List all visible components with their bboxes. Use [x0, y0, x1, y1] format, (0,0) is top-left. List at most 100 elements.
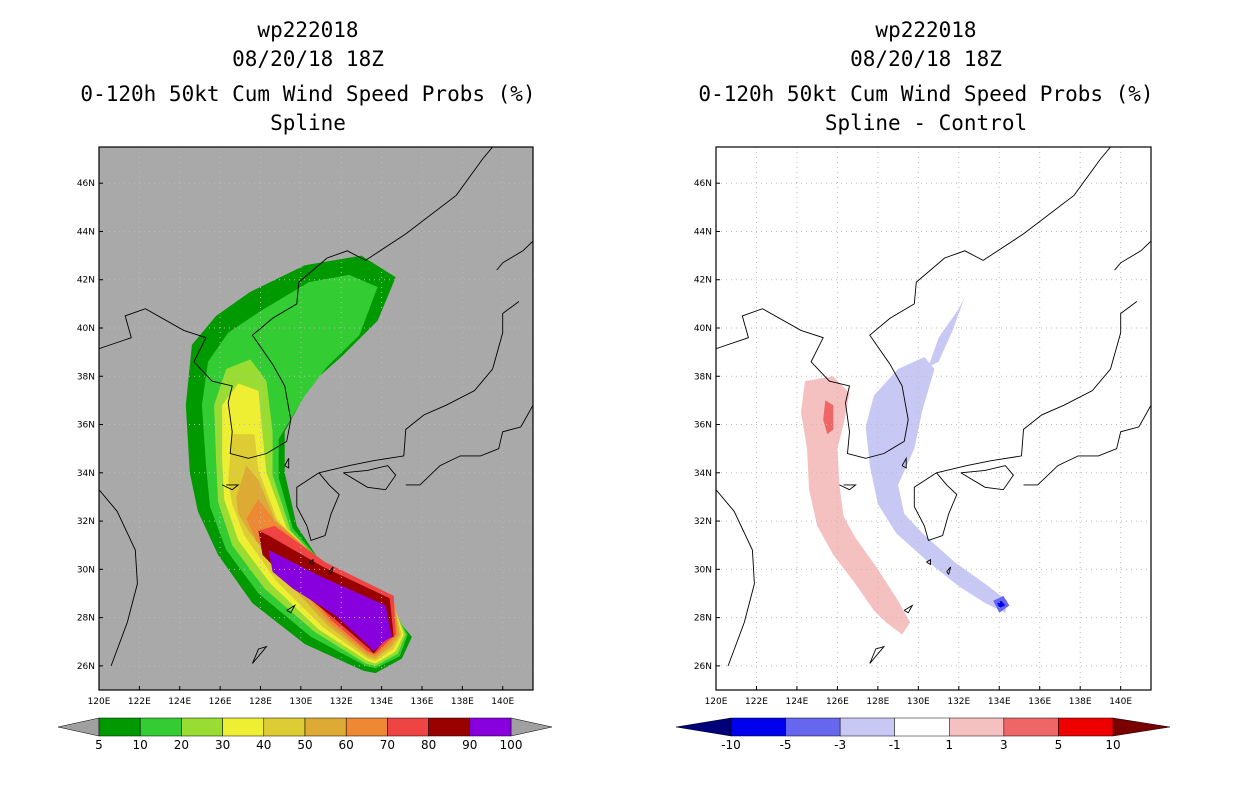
coastline [318, 301, 520, 474]
right-title: wp222018 08/20/18 18Z 0-120h 50kt Cum Wi… [646, 16, 1206, 138]
colorbar-label: -5 [780, 738, 792, 752]
coastline [901, 456, 907, 469]
left-date: 08/20/18 18Z [232, 47, 384, 71]
left-title: wp222018 08/20/18 18Z 0-120h 50kt Cum Wi… [28, 16, 588, 138]
colorbar-under-arrow [675, 717, 732, 737]
colorbar-label: 1 [945, 738, 953, 752]
y-tick-label: 46N [694, 179, 712, 189]
map-frame [715, 146, 1152, 691]
right-storm-id: wp222018 [875, 18, 977, 42]
colorbar-label: 100 [500, 738, 523, 752]
colorbar-swatch [894, 717, 950, 737]
left-subtitle: Spline [270, 111, 346, 135]
colorbar-swatch [98, 717, 141, 737]
coastline [251, 645, 268, 664]
colorbar-over-arrow [1112, 717, 1171, 737]
x-tick-label: 138E [451, 697, 474, 707]
colorbar-label: 3 [1000, 738, 1008, 752]
x-tick-label: 136E [1028, 697, 1051, 707]
x-tick-label: 130E [907, 697, 930, 707]
colorbar-swatch [1058, 717, 1114, 737]
y-tick-label: 44N [694, 227, 712, 237]
colorbar-swatch [1003, 717, 1059, 737]
y-tick-label: 28N [77, 614, 95, 624]
x-tick-label: 134E [988, 697, 1011, 707]
colorbar-label: 5 [95, 738, 103, 752]
y-tick-label: 30N [694, 565, 712, 575]
colorbar-label: 5 [1055, 738, 1063, 752]
y-tick-label: 36N [694, 421, 712, 431]
x-tick-label: 120E [705, 697, 728, 707]
colorbar-label: 70 [380, 738, 395, 752]
x-tick-label: 140E [1109, 697, 1132, 707]
colorbar-swatch [387, 717, 429, 737]
prob-band-neg1 [928, 296, 965, 367]
left-colorbar: 5 10 20 30 40 50 60 70 80 90 100 [57, 717, 553, 752]
y-tick-label: 26N [694, 662, 712, 672]
coastline [716, 147, 1112, 459]
y-tick-label: 34N [694, 469, 712, 479]
colorbar-swatch [345, 717, 388, 737]
x-tick-label: 122E [745, 697, 768, 707]
colorbar-label: 30 [215, 738, 230, 752]
prob-band-3 [823, 400, 834, 435]
coastline [328, 566, 334, 576]
map-background [716, 147, 1151, 690]
coastline [221, 484, 240, 491]
y-tick-label: 40N [77, 324, 95, 334]
coastline [869, 645, 886, 664]
colorbar-swatch [839, 717, 895, 737]
right-subtitle: Spline - Control [824, 111, 1028, 135]
y-tick-label: 40N [694, 324, 712, 334]
colorbar-label: -1 [889, 738, 901, 752]
coastline [936, 301, 1138, 474]
y-tick-label: 38N [77, 372, 95, 382]
colorbar-label: 80 [421, 738, 436, 752]
x-tick-label: 134E [370, 697, 393, 707]
coastline [496, 240, 533, 271]
coastline [926, 558, 931, 566]
coastline [286, 604, 296, 614]
right-date: 08/20/18 18Z [850, 47, 1002, 71]
coastline [946, 566, 952, 576]
colorbar-swatch [304, 717, 347, 737]
y-tick-label: 42N [694, 276, 712, 286]
colorbar-swatch [785, 717, 841, 737]
x-tick-label: 128E [866, 697, 889, 707]
left-product: 0-120h 50kt Cum Wind Speed Probs (%) [80, 82, 536, 106]
coastline [405, 404, 533, 486]
y-tick-label: 34N [77, 469, 95, 479]
y-tick-label: 32N [77, 517, 95, 527]
coastline [960, 465, 1014, 491]
coastline [284, 458, 290, 469]
colorbar-under-arrow [57, 717, 100, 737]
coastline [99, 147, 494, 459]
y-tick-label: 44N [77, 227, 95, 237]
y-tick-label: 26N [77, 662, 95, 672]
coastline [1023, 404, 1151, 486]
colorbar-label: 50 [297, 738, 312, 752]
colorbar-swatch [949, 717, 1005, 737]
colorbar-label: 60 [339, 738, 354, 752]
colorbar-label: -3 [834, 738, 846, 752]
left-storm-id: wp222018 [257, 18, 359, 42]
y-tick-label: 38N [694, 372, 712, 382]
y-tick-label: 30N [77, 565, 95, 575]
colorbar-label: 90 [462, 738, 477, 752]
colorbar-swatch [222, 717, 265, 737]
right-colorbar: -10 -5 -3 -1 1 3 5 10 [675, 717, 1171, 752]
prob-band-1 [801, 376, 911, 635]
coastline [308, 558, 314, 566]
map-frame [98, 146, 534, 691]
coastline [296, 472, 340, 541]
x-tick-label: 126E [826, 697, 849, 707]
x-tick-label: 132E [947, 697, 970, 707]
x-tick-label: 136E [411, 697, 434, 707]
y-tick-label: 36N [77, 421, 95, 431]
right-map-panel: 120E 122E 124E 126E 128E 130E 132E 134E 136E 138E… [694, 146, 1152, 707]
coastline [99, 489, 138, 667]
coastline [343, 465, 397, 491]
colorbar-swatch [428, 717, 471, 737]
colorbar-label: 40 [256, 738, 271, 752]
